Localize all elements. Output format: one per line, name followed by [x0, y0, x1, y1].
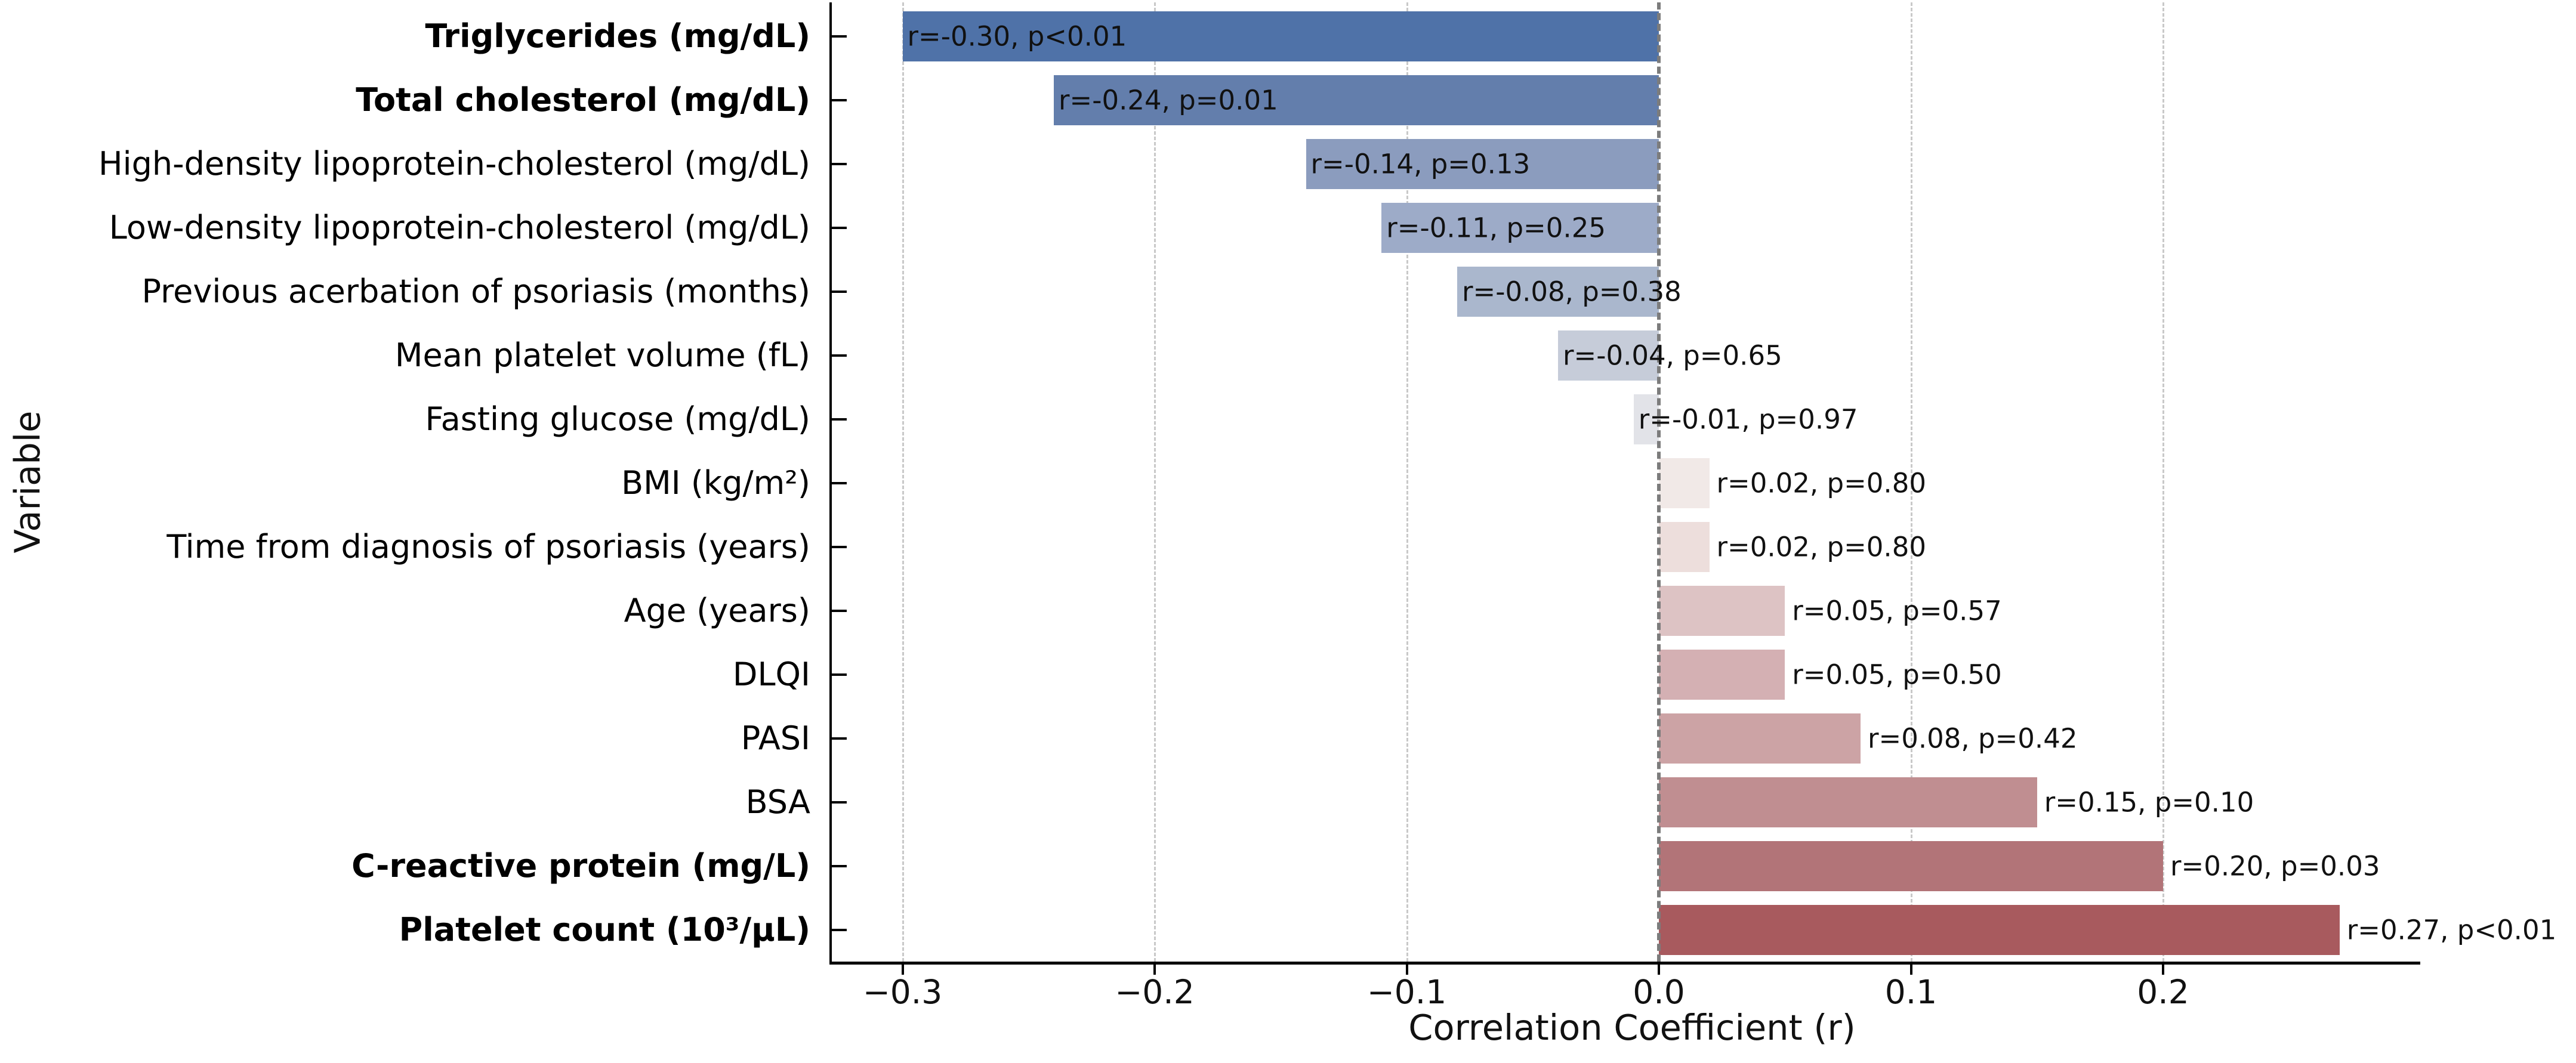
bar [1659, 585, 1785, 636]
y-axis-tick [831, 801, 847, 804]
y-axis-tick [831, 482, 847, 484]
bar [1558, 330, 1659, 381]
bar-value-annotation: r=-0.11, p=0.25 [1386, 212, 1606, 244]
x-tick-label: −0.3 [862, 973, 943, 1011]
x-tick-label: −0.2 [1115, 973, 1195, 1011]
y-tick-label: High-density lipoprotein-cholesterol (mg… [98, 145, 810, 183]
gridline [1406, 2, 1408, 962]
gridline [902, 2, 904, 962]
bar-value-annotation: r=-0.30, p<0.01 [907, 20, 1127, 52]
y-axis-tick [831, 864, 847, 867]
bar-value-annotation: r=-0.01, p=0.97 [1638, 403, 1858, 435]
bar-value-annotation: r=-0.24, p=0.01 [1059, 84, 1278, 116]
y-axis-label: Variable [7, 410, 48, 554]
bar [1659, 649, 1785, 700]
x-axis-label: Correlation Coefficient (r) [1408, 1007, 1856, 1048]
y-axis-tick [831, 35, 847, 38]
y-axis-tick [831, 609, 847, 612]
gridline [1910, 2, 1912, 962]
y-axis-tick [831, 354, 847, 357]
y-tick-label: Previous acerbation of psoriasis (months… [141, 273, 810, 311]
y-tick-label: Platelet count (10³/μL) [399, 910, 810, 948]
bar-value-annotation: r=0.20, p=0.03 [2170, 850, 2380, 882]
y-tick-label: Total cholesterol (mg/dL) [356, 81, 810, 119]
y-axis-spine [829, 2, 832, 962]
x-axis-spine [829, 962, 2420, 965]
x-axis-tick [1909, 962, 1912, 975]
bar-value-annotation: r=0.15, p=0.10 [2044, 786, 2254, 818]
bar [1659, 840, 2163, 891]
y-axis-tick [831, 545, 847, 548]
bar-value-annotation: r=-0.04, p=0.65 [1563, 339, 1782, 372]
y-tick-label: Age (years) [624, 591, 810, 629]
y-tick-label: PASI [741, 719, 810, 757]
bar [1381, 203, 1659, 254]
bar-value-annotation: r=0.02, p=0.80 [1716, 467, 1926, 499]
y-axis-tick [831, 227, 847, 230]
bar [902, 11, 1659, 62]
bar-value-annotation: r=-0.08, p=0.38 [1462, 276, 1682, 308]
bar-value-annotation: r=-0.14, p=0.13 [1310, 148, 1531, 180]
y-tick-label: DLQI [732, 655, 810, 693]
y-tick-label: Mean platelet volume (fL) [394, 336, 810, 375]
y-tick-label: BSA [745, 783, 810, 821]
x-axis-tick [2162, 962, 2164, 975]
y-tick-label: C-reactive protein (mg/L) [351, 846, 810, 885]
y-axis-tick [831, 291, 847, 293]
bar-value-annotation: r=0.02, p=0.80 [1716, 531, 1926, 563]
y-axis-tick [831, 928, 847, 931]
bar-value-annotation: r=0.08, p=0.42 [1868, 722, 2078, 755]
bar [1306, 139, 1659, 190]
x-tick-label: 0.0 [1633, 973, 1685, 1011]
bar [1659, 777, 2037, 827]
x-axis-tick [901, 962, 904, 975]
bar [1457, 267, 1659, 317]
y-tick-label: Low-density lipoprotein-cholesterol (mg/… [109, 209, 810, 247]
zero-reference-line [1657, 2, 1661, 962]
x-axis-tick [1153, 962, 1156, 975]
y-axis-tick [831, 418, 847, 421]
y-axis-tick [831, 163, 847, 166]
bar [1659, 458, 1710, 508]
x-tick-label: 0.2 [2137, 973, 2189, 1011]
bar [1659, 521, 1710, 572]
x-tick-label: 0.1 [1884, 973, 1938, 1011]
bar [1633, 394, 1659, 445]
bar [1659, 713, 1861, 764]
bar-value-annotation: r=0.05, p=0.57 [1792, 595, 2002, 627]
y-axis-tick [831, 673, 847, 676]
bar [1054, 75, 1659, 126]
gridline [2162, 2, 2164, 962]
y-tick-label: Triglycerides (mg/dL) [425, 17, 810, 55]
y-axis-tick [831, 99, 847, 102]
x-axis-tick [1658, 962, 1660, 975]
gridline [1154, 2, 1156, 962]
x-axis-tick [1405, 962, 1408, 975]
y-tick-label: Time from diagnosis of psoriasis (years) [166, 527, 810, 566]
bar-value-annotation: r=0.27, p<0.01 [2346, 914, 2557, 946]
y-axis-tick [831, 737, 847, 740]
y-tick-label: BMI (kg/m²) [621, 464, 810, 502]
bar-value-annotation: r=0.05, p=0.50 [1792, 659, 2002, 691]
y-tick-label: Fasting glucose (mg/dL) [425, 400, 811, 438]
bar [1659, 904, 2340, 955]
x-tick-label: −0.1 [1366, 973, 1447, 1011]
